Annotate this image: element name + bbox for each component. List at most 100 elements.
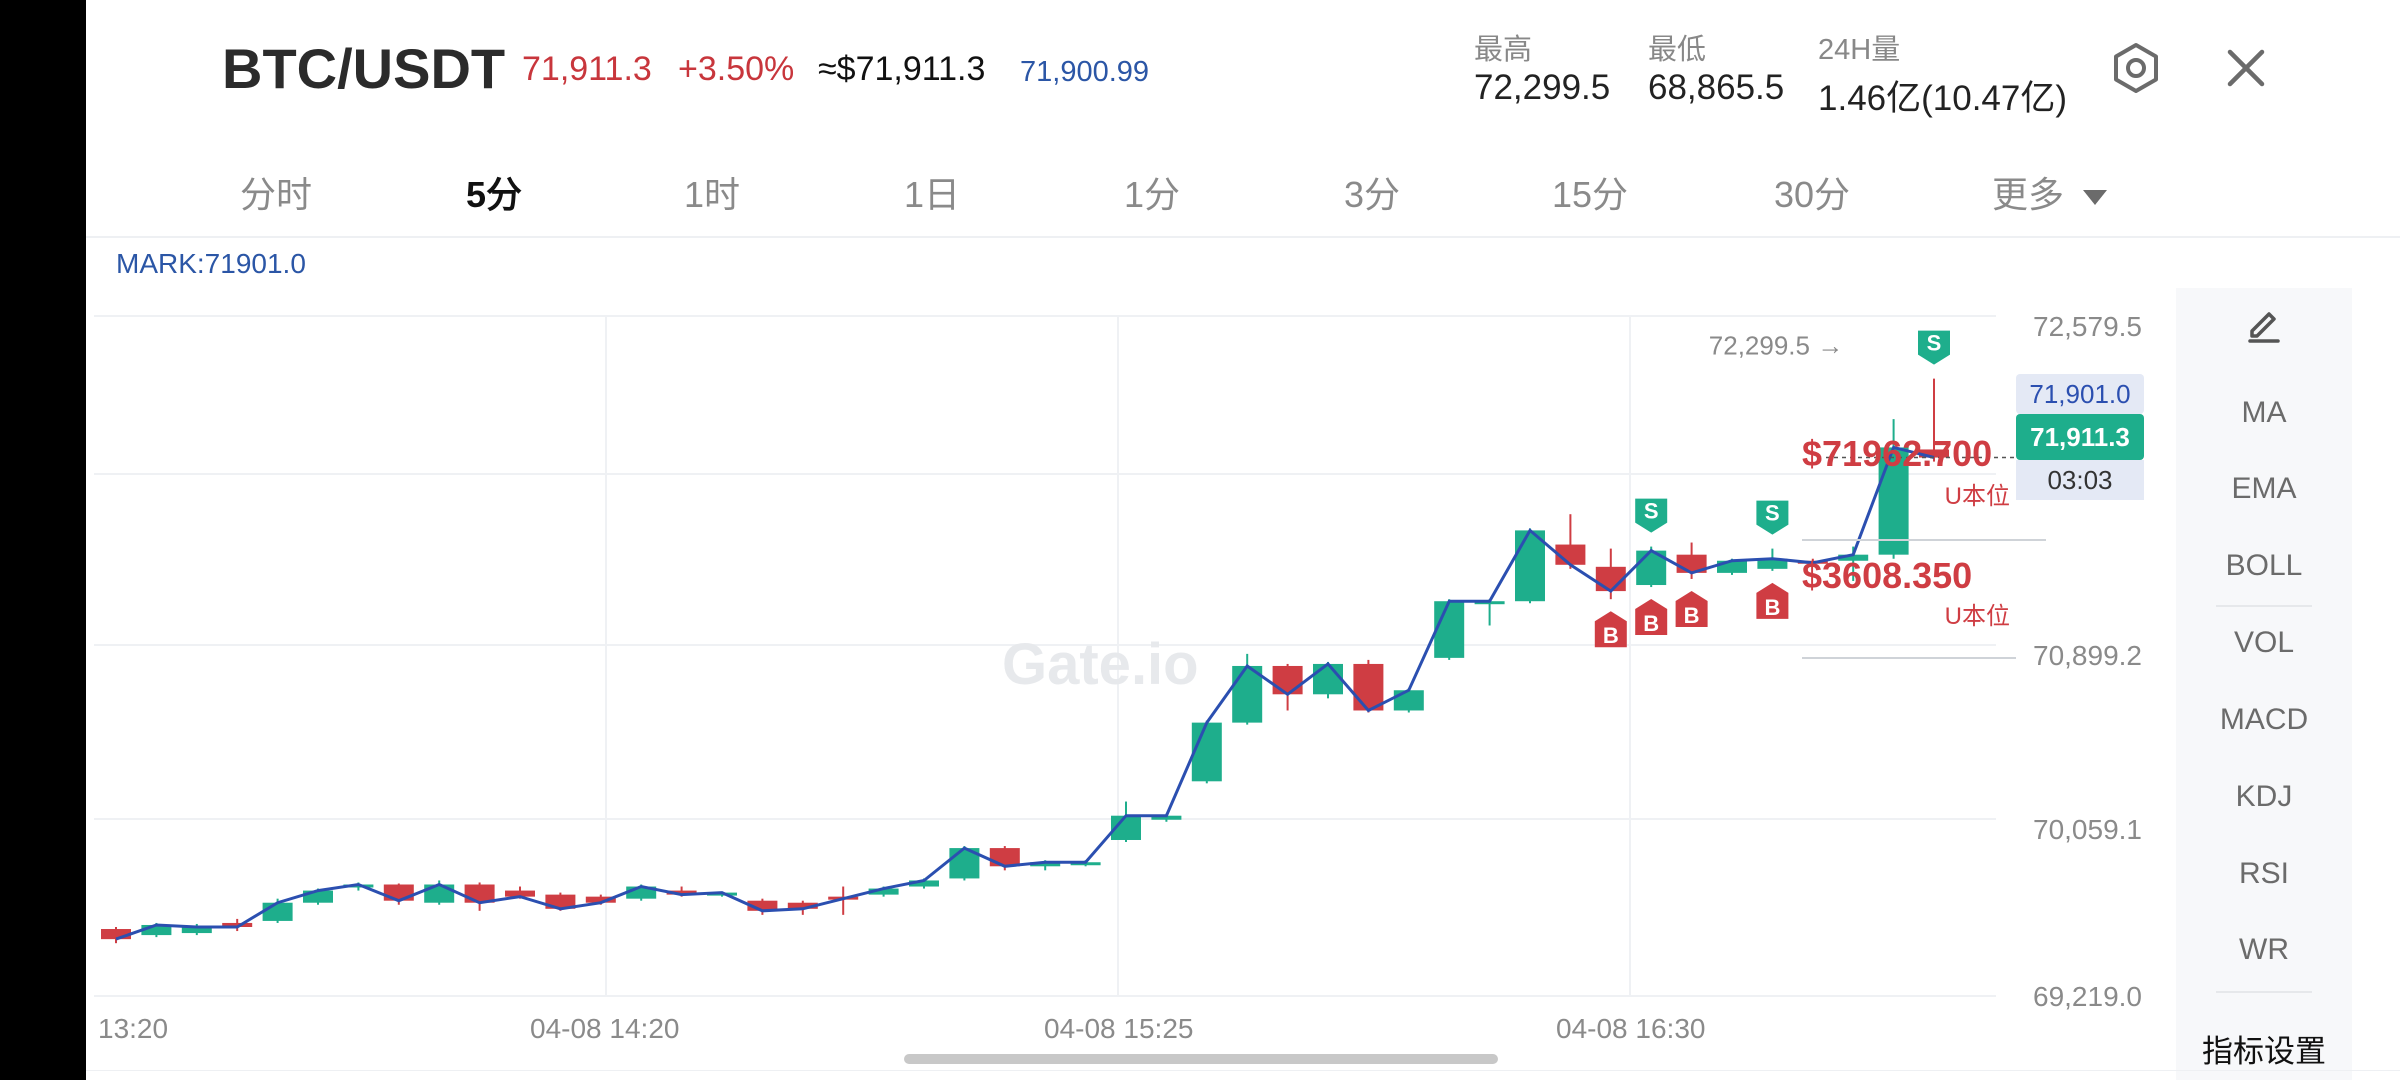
volume-value: 1.46亿(10.47亿) (1818, 79, 2068, 118)
tab-1hour[interactable]: 1时 (684, 174, 741, 215)
indicator-divider (2216, 605, 2312, 607)
candlestick-chart[interactable]: 72,579.5 70,899.2 70,059.1 69,219.0 13:20 04-… (86, 296, 2176, 1080)
trade-marker-label: B (1684, 603, 1700, 628)
candle-up (868, 888, 899, 895)
trade-marker-sell (1756, 500, 1789, 535)
change-percent: +3.50% (678, 50, 795, 88)
tab-more[interactable]: 更多 (1992, 166, 2110, 218)
candle-up (1313, 663, 1343, 695)
candle-down (1353, 663, 1384, 711)
candle-up (181, 926, 212, 934)
position-1-price: $71962.700 (1802, 433, 1992, 474)
indicator-wr[interactable]: WR (2239, 933, 2289, 966)
mark-price-box (2016, 374, 2144, 414)
candle-down (383, 884, 414, 901)
chart-overlay: 72,299.5 → 71,901.0 71,911.3 03:03 $71962.70… (1709, 331, 2144, 659)
trade-marker-sell (1635, 498, 1668, 533)
candle-down (1272, 665, 1303, 695)
candle-down (1919, 449, 1949, 458)
y-tick-label: 70,059.1 (2033, 814, 2142, 845)
trade-marker-buy (1635, 599, 1668, 636)
candle-up (1878, 447, 1909, 555)
candle-up (1757, 558, 1788, 569)
candle-down (666, 890, 697, 895)
current-price-text: 71,911.3 (2030, 422, 2130, 452)
indicator-ema[interactable]: EMA (2231, 472, 2297, 505)
hexagon-settings-icon[interactable] (2106, 38, 2166, 98)
chart-grid: 72,579.5 70,899.2 70,059.1 69,219.0 13:20 04-… (94, 311, 2142, 1044)
trade-marker-label: S (1927, 331, 1942, 356)
indicator-ma[interactable]: MA (2241, 396, 2287, 429)
indicator-rsi[interactable]: RSI (2238, 857, 2289, 890)
position-1-unit: U本位 (1945, 483, 2010, 510)
y-tick-label: 69,219.0 (2033, 981, 2142, 1012)
tab-15min[interactable]: 15分 (1552, 174, 1629, 215)
usd-price: ≈$71,911.3 (818, 50, 986, 88)
chart-scrollbar[interactable] (904, 1054, 1498, 1064)
countdown-box (2016, 460, 2144, 500)
candle-up (141, 924, 172, 936)
pair-symbol[interactable]: BTC/USDT (222, 37, 506, 100)
bottom-divider (86, 1070, 2400, 1071)
draw-tool-button[interactable] (2176, 306, 2352, 354)
trade-marker-buy (1594, 611, 1627, 648)
indicator-divider (2216, 991, 2312, 993)
pencil-icon (2248, 312, 2280, 343)
candle-up (1393, 690, 1424, 711)
candle-down (747, 900, 778, 911)
indicator-vol[interactable]: VOL (2233, 626, 2295, 659)
candle-up (1191, 722, 1222, 782)
tab-5min[interactable]: 5分 (466, 174, 523, 215)
tabs-divider (86, 236, 2400, 238)
candle-up (1030, 862, 1061, 867)
trade-marker-buy (1756, 582, 1789, 619)
trade-marker-label: B (1764, 595, 1780, 620)
candle-down (585, 896, 616, 903)
candle-up (1474, 601, 1505, 605)
mark-price-text: 71,901.0 (2029, 379, 2130, 409)
high-marker-label: 72,299.5 → (1709, 331, 1843, 361)
index-price: 71,900.99 (1020, 56, 1150, 88)
tab-1day[interactable]: 1日 (904, 174, 961, 215)
x-tick-label: 04-08 16:30 (1556, 1013, 1705, 1044)
candle-down (222, 922, 253, 927)
y-tick-label: 72,579.5 (2033, 311, 2142, 342)
high-value: 72,299.5 (1474, 68, 1611, 107)
x-tick-label: 04-08 15:25 (1044, 1013, 1193, 1044)
trade-marker-sell (1918, 330, 1950, 365)
candle-down (101, 929, 131, 940)
position-2-price: $3608.350 (1802, 555, 1972, 596)
trade-marker-label: B (1643, 611, 1659, 636)
close-icon[interactable] (2216, 38, 2276, 98)
volume-label: 24H量 (1818, 34, 1901, 66)
tab-30min[interactable]: 30分 (1774, 174, 1851, 215)
timeframe-tabs: 分时 5分 1时 1日 1分 3分 15分 30分 更多 (86, 150, 2400, 230)
low-value: 68,865.5 (1648, 68, 1785, 107)
candle-up (1434, 601, 1465, 658)
tab-3min[interactable]: 3分 (1344, 174, 1401, 215)
ma-line (115, 445, 1935, 941)
more-label: 更多 (1992, 174, 2065, 215)
y-tick-label: 70,899.2 (2033, 640, 2142, 671)
candle-up (1515, 530, 1545, 602)
x-tick-label: 13:20 (98, 1013, 168, 1044)
indicator-settings-button[interactable]: 指标设置 (2202, 1034, 2326, 1069)
x-tick-label: 04-08 14:20 (530, 1013, 679, 1044)
candle-down (505, 890, 535, 897)
trade-marker-label: S (1765, 501, 1780, 526)
tab-1min[interactable]: 1分 (1124, 174, 1181, 215)
trade-marker-buy (1675, 590, 1708, 627)
tab-timeline[interactable]: 分时 (240, 174, 313, 215)
candle-up (909, 880, 939, 887)
chart-watermark: Gate.io (1002, 632, 1199, 697)
candle-down (787, 902, 818, 909)
caret-down-icon (2083, 190, 2108, 206)
indicator-kdj[interactable]: KDJ (2235, 780, 2293, 813)
indicator-panel: MA EMA BOLL VOL MACD KDJ RSI WR 指标设置 (2176, 288, 2352, 1080)
indicator-macd[interactable]: MACD (2219, 703, 2309, 736)
indicator-boll[interactable]: BOLL (2225, 549, 2303, 582)
candle-up (262, 902, 293, 921)
candle-up (1232, 665, 1263, 723)
high-label: 最高 (1474, 34, 1533, 66)
